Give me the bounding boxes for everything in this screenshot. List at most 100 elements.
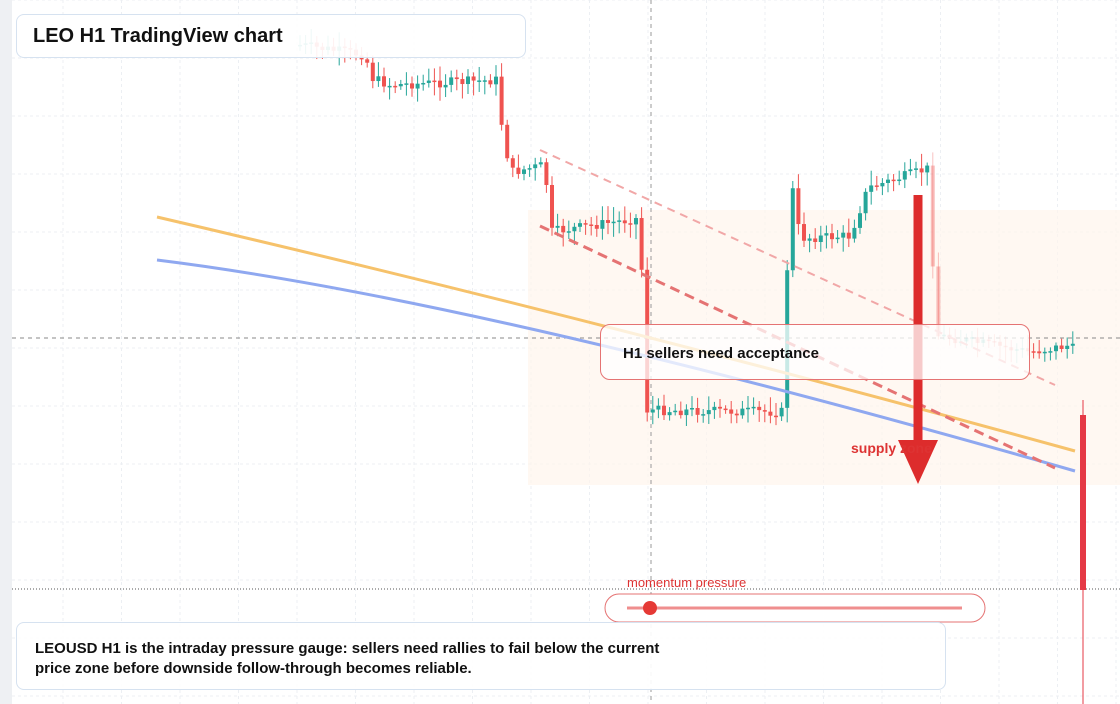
left-rail <box>0 0 12 704</box>
candle <box>578 223 582 227</box>
candle <box>606 220 610 223</box>
candle <box>919 168 924 173</box>
candle <box>566 231 571 233</box>
candle <box>393 85 398 88</box>
candle <box>858 213 862 228</box>
candle <box>594 224 599 229</box>
candle <box>488 80 493 85</box>
candle <box>410 83 414 89</box>
candle <box>533 164 538 169</box>
candle <box>482 80 487 82</box>
candle <box>600 220 605 229</box>
candle <box>1065 345 1070 349</box>
candle <box>886 179 890 183</box>
candle <box>908 169 913 172</box>
candle <box>774 415 778 418</box>
candle <box>555 225 560 228</box>
candle <box>729 409 734 414</box>
footer-line: LEOUSD H1 is the intraday pressure gauge… <box>35 640 660 657</box>
candle <box>1048 351 1053 353</box>
candle <box>824 233 829 236</box>
candle <box>449 77 454 85</box>
gauge-label: momentum pressure <box>627 575 746 590</box>
candle <box>415 83 420 89</box>
candle <box>667 412 672 416</box>
candle <box>841 232 846 238</box>
candle <box>734 413 739 416</box>
title: LEO H1 TradingView chart <box>16 14 526 58</box>
candle <box>544 162 549 186</box>
candle <box>891 179 896 182</box>
candle <box>673 410 678 413</box>
candle <box>611 221 616 224</box>
zone-label: supply zone <box>851 440 932 456</box>
acceptance-label: H1 sellers need acceptance <box>600 324 1030 380</box>
candle <box>662 405 666 416</box>
candle <box>701 414 706 416</box>
candle <box>404 83 409 85</box>
candle <box>1042 351 1047 354</box>
trend-line-upper <box>539 149 1056 386</box>
candle <box>779 407 784 417</box>
candle <box>622 220 627 224</box>
candle <box>706 410 711 415</box>
candle <box>538 162 543 165</box>
candle <box>516 167 521 174</box>
candle <box>762 410 767 412</box>
candle <box>634 218 638 225</box>
gauge-knob <box>643 601 657 615</box>
candle <box>690 407 694 410</box>
candle <box>365 59 370 63</box>
candle <box>684 409 689 416</box>
candle <box>880 182 885 187</box>
candle <box>1070 343 1075 346</box>
candle <box>830 233 834 240</box>
candle <box>678 410 683 416</box>
candle <box>398 84 403 87</box>
candle <box>874 185 879 187</box>
candle <box>438 80 442 88</box>
candle <box>572 226 577 232</box>
candle <box>617 220 622 222</box>
candle <box>382 76 386 87</box>
candle <box>527 168 532 170</box>
candle <box>1031 351 1036 353</box>
candle <box>460 79 465 85</box>
candle <box>768 411 773 416</box>
candle <box>1037 351 1042 354</box>
candle <box>695 407 700 415</box>
candle <box>869 185 874 192</box>
candle <box>790 188 795 271</box>
candle <box>914 168 918 170</box>
candle <box>426 80 431 83</box>
candle <box>930 165 935 267</box>
candle <box>897 179 902 182</box>
candle <box>499 76 504 125</box>
candle <box>387 85 392 88</box>
candle <box>740 408 745 416</box>
candle <box>656 405 661 410</box>
candle <box>863 191 868 214</box>
candle <box>712 406 717 411</box>
candle <box>505 124 510 159</box>
candle <box>466 76 470 85</box>
candle <box>421 82 426 85</box>
footer-line: price zone before downside follow-throug… <box>35 660 472 677</box>
candle <box>802 224 806 241</box>
candle <box>639 218 644 270</box>
candle <box>1059 345 1064 349</box>
candle <box>936 266 941 337</box>
candle <box>925 165 930 173</box>
candle <box>443 84 448 88</box>
candle <box>1054 345 1058 352</box>
candle <box>751 406 756 409</box>
candle <box>471 76 476 81</box>
candle <box>723 408 728 411</box>
candle <box>757 406 762 411</box>
candle <box>376 76 381 82</box>
candle <box>650 409 655 413</box>
candle <box>522 169 526 174</box>
candle <box>796 188 801 225</box>
candle <box>477 80 482 82</box>
